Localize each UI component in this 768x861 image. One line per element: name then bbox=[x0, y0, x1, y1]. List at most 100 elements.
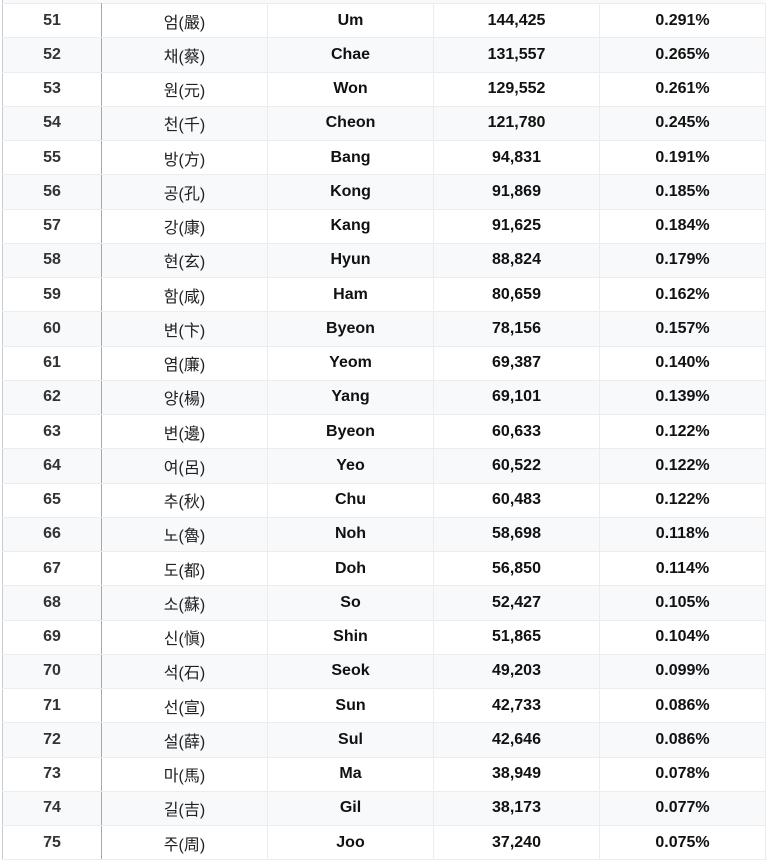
rank-cell: 54 bbox=[2, 105, 102, 142]
romanized-name-cell: Noh bbox=[267, 516, 434, 553]
romanized-name-cell: Seok bbox=[267, 653, 434, 690]
rank-cell: 75 bbox=[2, 824, 102, 861]
rank-cell: 60 bbox=[2, 311, 102, 347]
romanized-name-cell: Sun bbox=[267, 687, 434, 724]
rank-cell: 63 bbox=[2, 413, 102, 450]
population-cell: 121,780 bbox=[433, 105, 600, 142]
romanized-name-cell: Chu bbox=[267, 482, 434, 518]
korean-name-cell: 신(愼) bbox=[101, 619, 268, 655]
rank-cell: 55 bbox=[2, 139, 102, 176]
population-cell: 58,698 bbox=[433, 516, 600, 553]
korean-name-cell: 변(邊) bbox=[101, 413, 268, 450]
korean-name-cell: 함(咸) bbox=[101, 276, 268, 313]
population-cell: 91,869 bbox=[433, 174, 600, 210]
population-cell: 144,425 bbox=[433, 2, 600, 39]
rank-cell: 58 bbox=[2, 242, 102, 279]
korean-name-cell: 강(康) bbox=[101, 208, 268, 244]
percentage-cell: 0.122% bbox=[599, 448, 766, 484]
table-row: 67 도(都) Doh 56,850 0.114% bbox=[2, 550, 766, 587]
romanized-name-cell: Hyun bbox=[267, 242, 434, 279]
romanized-name-cell: Yeo bbox=[267, 448, 434, 484]
population-cell: 69,387 bbox=[433, 345, 600, 381]
percentage-cell: 0.075% bbox=[599, 824, 766, 861]
percentage-cell: 0.265% bbox=[599, 37, 766, 73]
table-row: 57 강(康) Kang 91,625 0.184% bbox=[2, 208, 766, 244]
percentage-cell: 0.140% bbox=[599, 345, 766, 381]
table-row: 54 천(千) Cheon 121,780 0.245% bbox=[2, 105, 766, 142]
rank-cell: 70 bbox=[2, 653, 102, 690]
table-row: 68 소(蘇) So 52,427 0.105% bbox=[2, 585, 766, 621]
romanized-name-cell: Ham bbox=[267, 276, 434, 313]
table-row: 73 마(馬) Ma 38,949 0.078% bbox=[2, 756, 766, 792]
korean-name-cell: 노(魯) bbox=[101, 516, 268, 553]
table-row: 53 원(元) Won 129,552 0.261% bbox=[2, 71, 766, 107]
percentage-cell: 0.118% bbox=[599, 516, 766, 553]
population-cell: 88,824 bbox=[433, 242, 600, 279]
population-cell: 129,552 bbox=[433, 71, 600, 107]
percentage-cell: 0.261% bbox=[599, 71, 766, 107]
korean-name-cell: 양(楊) bbox=[101, 379, 268, 416]
rank-cell: 73 bbox=[2, 756, 102, 792]
romanized-name-cell: Yeom bbox=[267, 345, 434, 381]
percentage-cell: 0.179% bbox=[599, 242, 766, 279]
romanized-name-cell: Shin bbox=[267, 619, 434, 655]
rank-cell: 56 bbox=[2, 174, 102, 210]
percentage-cell: 0.086% bbox=[599, 687, 766, 724]
table-row: 72 설(薛) Sul 42,646 0.086% bbox=[2, 722, 766, 758]
romanized-name-cell: Ma bbox=[267, 756, 434, 792]
percentage-cell: 0.139% bbox=[599, 379, 766, 416]
percentage-cell: 0.078% bbox=[599, 756, 766, 792]
korean-name-cell: 마(馬) bbox=[101, 756, 268, 792]
percentage-cell: 0.122% bbox=[599, 482, 766, 518]
romanized-name-cell: Bang bbox=[267, 139, 434, 176]
table-row: 62 양(楊) Yang 69,101 0.139% bbox=[2, 379, 766, 416]
korean-name-cell: 엄(嚴) bbox=[101, 2, 268, 39]
romanized-name-cell: Cheon bbox=[267, 105, 434, 142]
population-cell: 52,427 bbox=[433, 585, 600, 621]
romanized-name-cell: Kong bbox=[267, 174, 434, 210]
rank-cell: 57 bbox=[2, 208, 102, 244]
rank-cell: 51 bbox=[2, 2, 102, 39]
romanized-name-cell: Kang bbox=[267, 208, 434, 244]
korean-name-cell: 공(孔) bbox=[101, 174, 268, 210]
table-row: 51 엄(嚴) Um 144,425 0.291% bbox=[2, 2, 766, 39]
percentage-cell: 0.077% bbox=[599, 790, 766, 827]
romanized-name-cell: Doh bbox=[267, 550, 434, 587]
korean-name-cell: 여(呂) bbox=[101, 448, 268, 484]
percentage-cell: 0.162% bbox=[599, 276, 766, 313]
population-cell: 38,949 bbox=[433, 756, 600, 792]
korean-name-cell: 원(元) bbox=[101, 71, 268, 107]
rank-cell: 72 bbox=[2, 722, 102, 758]
percentage-cell: 0.184% bbox=[599, 208, 766, 244]
percentage-cell: 0.291% bbox=[599, 2, 766, 39]
table-row: 70 석(石) Seok 49,203 0.099% bbox=[2, 653, 766, 690]
table-row: 74 길(吉) Gil 38,173 0.077% bbox=[2, 790, 766, 827]
population-cell: 131,557 bbox=[433, 37, 600, 73]
romanized-name-cell: So bbox=[267, 585, 434, 621]
table-row: 55 방(方) Bang 94,831 0.191% bbox=[2, 139, 766, 176]
romanized-name-cell: Sul bbox=[267, 722, 434, 758]
percentage-cell: 0.122% bbox=[599, 413, 766, 450]
population-cell: 42,733 bbox=[433, 687, 600, 724]
korean-name-cell: 현(玄) bbox=[101, 242, 268, 279]
population-cell: 60,522 bbox=[433, 448, 600, 484]
table-row: 52 채(蔡) Chae 131,557 0.265% bbox=[2, 37, 766, 73]
romanized-name-cell: Yang bbox=[267, 379, 434, 416]
percentage-cell: 0.185% bbox=[599, 174, 766, 210]
rank-cell: 68 bbox=[2, 585, 102, 621]
table-row: 56 공(孔) Kong 91,869 0.185% bbox=[2, 174, 766, 210]
romanized-name-cell: Chae bbox=[267, 37, 434, 73]
rank-cell: 52 bbox=[2, 37, 102, 73]
population-cell: 80,659 bbox=[433, 276, 600, 313]
population-cell: 69,101 bbox=[433, 379, 600, 416]
percentage-cell: 0.157% bbox=[599, 311, 766, 347]
population-cell: 91,625 bbox=[433, 208, 600, 244]
table-row: 75 주(周) Joo 37,240 0.075% bbox=[2, 824, 766, 861]
korean-name-cell: 석(石) bbox=[101, 653, 268, 690]
previous-row-edge bbox=[2, 0, 765, 3]
table-row: 69 신(愼) Shin 51,865 0.104% bbox=[2, 619, 766, 655]
percentage-cell: 0.104% bbox=[599, 619, 766, 655]
korean-name-cell: 추(秋) bbox=[101, 482, 268, 518]
percentage-cell: 0.245% bbox=[599, 105, 766, 142]
